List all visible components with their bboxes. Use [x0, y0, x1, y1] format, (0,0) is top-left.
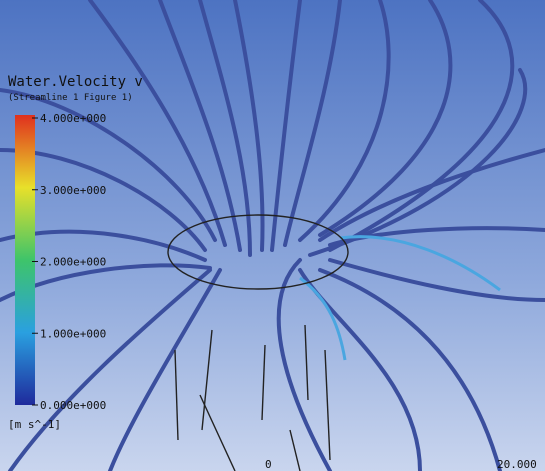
scale-start: 0: [265, 458, 272, 471]
legend-subtitle: (Streamline 1 Figure 1): [8, 93, 133, 103]
page: Water.Velocity v (Streamline 1 Figure 1)…: [0, 0, 545, 471]
legend-unit: [m s^-1]: [8, 418, 61, 431]
legend-tick-label: 2.000e+000: [40, 256, 106, 269]
legend-title: Water.Velocity v: [8, 74, 143, 90]
scale-end: 20.000: [497, 458, 537, 471]
legend-tick-label: 3.000e+000: [40, 184, 106, 197]
streamline-view: Water.Velocity v (Streamline 1 Figure 1)…: [0, 0, 545, 471]
legend-tick-label: 1.000e+000: [40, 327, 106, 340]
legend-tick-label: 4.000e+000: [40, 112, 106, 125]
color-bar: [15, 115, 35, 405]
legend-tick-label: 0.000e+000: [40, 399, 106, 412]
